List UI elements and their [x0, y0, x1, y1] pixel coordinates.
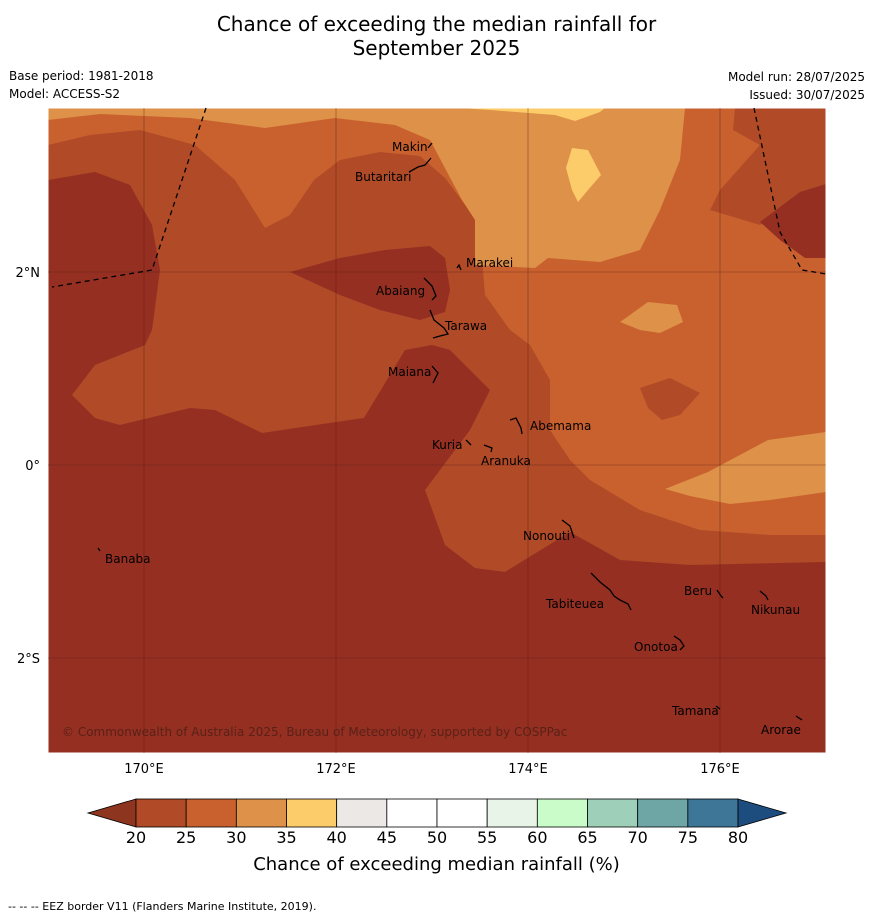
x-tick-label: 174°E [508, 762, 548, 777]
colorbar-tick-labels: 20 25 30 35 40 45 50 55 60 65 70 75 80 [0, 828, 873, 850]
y-tick-label: 2°N [16, 266, 41, 281]
x-tick-labels: 170°E 172°E 174°E 176°E [124, 762, 740, 777]
island-label: Butaritari [355, 170, 412, 184]
copyright-notice: © Commonwealth of Australia 2025, Bureau… [62, 725, 567, 739]
island-label: Tabiteuea [545, 597, 604, 611]
band-20-25 [640, 378, 700, 420]
island-label: Tamana [671, 704, 719, 718]
map-frame [47, 107, 827, 754]
island-label: Nonouti [523, 529, 570, 543]
colorbar-segment [386, 798, 438, 828]
island-label: Maiana [388, 365, 431, 379]
colorbar [86, 798, 788, 828]
colorbar-tick-label: 50 [426, 828, 448, 847]
issued-date: Issued: 30/07/2025 [749, 88, 865, 102]
island-label: Kuria [432, 438, 463, 452]
eez-footnote: -- -- -- EEZ border V11 (Flanders Marine… [8, 900, 317, 913]
colorbar-segment [286, 798, 338, 828]
model-run: Model run: 28/07/2025 [727, 70, 865, 84]
colorbar-segment [235, 798, 287, 828]
island-label: Nikunau [751, 603, 800, 617]
base-period: Base period: 1981-2018 [9, 69, 154, 83]
island-label: Beru [684, 584, 712, 598]
island-label: Arorae [761, 723, 801, 737]
model-name: Model: ACCESS-S2 [9, 87, 121, 101]
colorbar-segment [536, 798, 588, 828]
band-35-40 [460, 108, 605, 121]
colorbar-segment [135, 798, 187, 828]
colorbar-segment [336, 798, 388, 828]
colorbar-segment [687, 798, 739, 828]
band-below-20 [290, 246, 450, 320]
colorbar-tick-label: 35 [276, 828, 297, 847]
island-label: Tarawa [444, 319, 487, 333]
band-30-35 [620, 302, 683, 333]
colorbar-tick-label: 30 [226, 828, 247, 847]
colorbar-tick-label: 45 [376, 828, 398, 847]
colorbar-title: Chance of exceeding median rainfall (%) [253, 854, 620, 875]
island-label: Aranuka [481, 454, 531, 468]
title-line-2: September 2025 [352, 36, 521, 60]
colorbar-tick-label: 70 [627, 828, 648, 847]
map-fill [48, 108, 826, 753]
band-below-20 [760, 184, 826, 258]
colorbar-tick-label: 75 [677, 828, 699, 847]
x-tick-label: 170°E [124, 762, 164, 777]
colorbar-segment [436, 798, 488, 828]
colorbar-low-extension [86, 798, 137, 828]
island-label: Onotoa [634, 640, 678, 654]
colorbar-high-extension [737, 798, 788, 828]
colorbar-segment [486, 798, 538, 828]
title-line-1: Chance of exceeding the median rainfall … [216, 12, 657, 36]
x-tick-label: 172°E [316, 762, 356, 777]
graticule [48, 108, 826, 753]
island-labels: Makin Butaritari Marakei Abaiang Tarawa Maian… [105, 140, 801, 737]
island-label: Abemama [530, 419, 591, 433]
chart-title: Chance of exceeding the median rainfall … [0, 12, 873, 60]
colorbar-segment [587, 798, 639, 828]
x-tick-label: 176°E [700, 762, 740, 777]
colorbar-segment [185, 798, 237, 828]
model-info: Base period: 1981-2018 Model: ACCESS-S2 [9, 67, 154, 103]
band-30-35 [665, 432, 826, 504]
colorbar-tick-label: 60 [527, 828, 548, 847]
colorbar-tick-label: 55 [476, 828, 498, 847]
colorbar-tick-label: 20 [125, 828, 147, 847]
y-tick-label: 0° [25, 459, 40, 474]
colorbar-segment [637, 798, 689, 828]
island-label: Marakei [466, 256, 513, 270]
run-info: Model run: 28/07/2025 Issued: 30/07/2025 [728, 68, 865, 104]
rainfall-map: Makin Butaritari Marakei Abaiang Tarawa Maian… [16, 107, 827, 828]
island-label: Abaiang [376, 284, 425, 298]
band-30-35 [48, 108, 685, 268]
island-outlines [97, 142, 803, 721]
colorbar-tick-label: 65 [577, 828, 598, 847]
eez-border [51, 107, 827, 288]
island-label: Makin [392, 140, 428, 154]
y-tick-labels: 2°N 0° 2°S [16, 266, 41, 667]
colorbar-tick-label: 25 [175, 828, 197, 847]
island-label: Banaba [105, 552, 151, 566]
band-35-40 [566, 148, 601, 202]
colorbar-tick-label: 80 [727, 828, 749, 847]
colorbar-tick-label: 40 [326, 828, 347, 847]
y-tick-label: 2°S [17, 652, 40, 667]
